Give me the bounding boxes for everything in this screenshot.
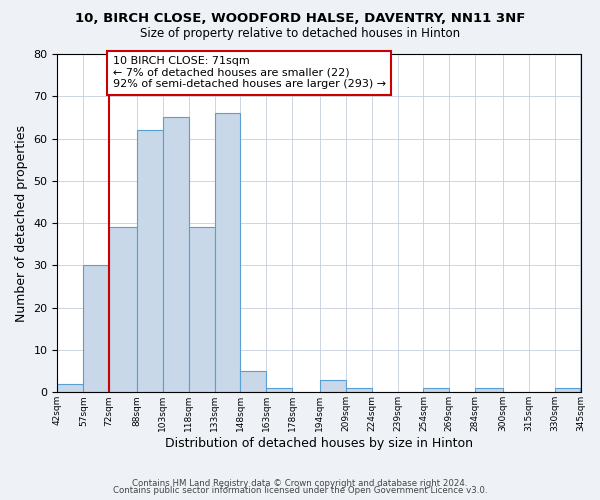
Text: 10 BIRCH CLOSE: 71sqm
← 7% of detached houses are smaller (22)
92% of semi-detac: 10 BIRCH CLOSE: 71sqm ← 7% of detached h… bbox=[113, 56, 386, 90]
Bar bbox=[58, 384, 83, 392]
Text: Contains HM Land Registry data © Crown copyright and database right 2024.: Contains HM Land Registry data © Crown c… bbox=[132, 478, 468, 488]
Bar bbox=[163, 118, 188, 392]
Bar bbox=[109, 228, 137, 392]
Bar bbox=[424, 388, 449, 392]
Bar bbox=[83, 266, 109, 392]
Bar bbox=[320, 380, 346, 392]
Bar bbox=[554, 388, 580, 392]
Bar bbox=[137, 130, 163, 392]
Y-axis label: Number of detached properties: Number of detached properties bbox=[15, 124, 28, 322]
Text: Contains public sector information licensed under the Open Government Licence v3: Contains public sector information licen… bbox=[113, 486, 487, 495]
Bar bbox=[215, 113, 241, 392]
Bar bbox=[266, 388, 292, 392]
Bar bbox=[188, 228, 215, 392]
X-axis label: Distribution of detached houses by size in Hinton: Distribution of detached houses by size … bbox=[165, 437, 473, 450]
Text: 10, BIRCH CLOSE, WOODFORD HALSE, DAVENTRY, NN11 3NF: 10, BIRCH CLOSE, WOODFORD HALSE, DAVENTR… bbox=[75, 12, 525, 26]
Bar bbox=[241, 371, 266, 392]
Bar bbox=[475, 388, 503, 392]
Text: Size of property relative to detached houses in Hinton: Size of property relative to detached ho… bbox=[140, 28, 460, 40]
Bar bbox=[346, 388, 371, 392]
